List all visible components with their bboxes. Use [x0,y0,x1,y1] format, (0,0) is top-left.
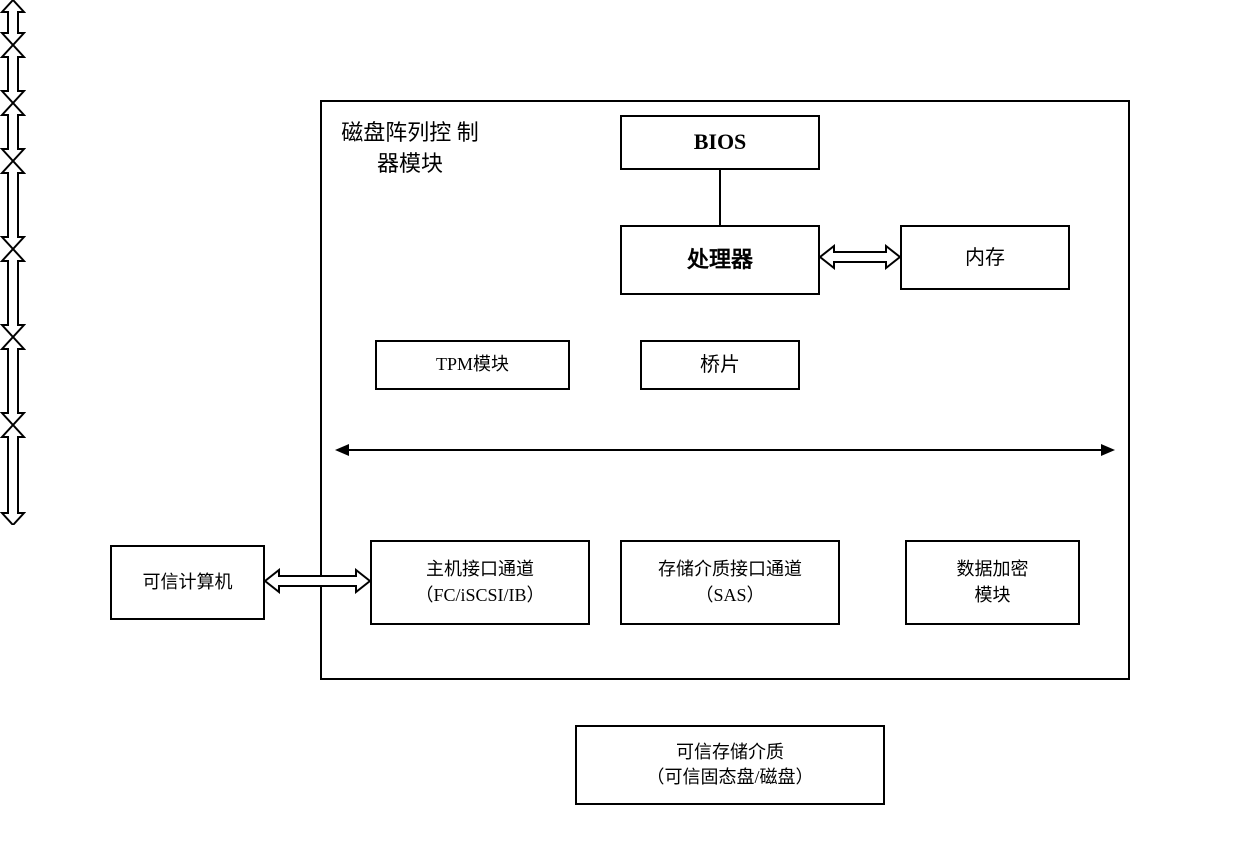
connector-trustedpc-host [265,568,370,594]
bus-arrow-left [335,444,349,456]
bridge-label: 桥片 [700,351,740,379]
connector-tpm-bus [0,45,1239,103]
node-processor: 处理器 [620,225,820,295]
node-bios: BIOS [620,115,820,170]
connector-bios-processor [719,170,721,225]
processor-label: 处理器 [687,245,753,276]
storage-if-label: 存储介质接口通道 （SAS） [658,557,802,607]
bus-arrow-right [1101,444,1115,456]
node-bridge: 桥片 [640,340,800,390]
connector-processor-bridge [0,0,1239,45]
node-encryption: 数据加密 模块 [905,540,1080,625]
bus-line [349,449,1101,451]
node-trusted-storage: 可信存储介质 （可信固态盘/磁盘） [575,725,885,805]
memory-label: 内存 [965,244,1005,272]
trusted-pc-label: 可信计算机 [143,570,233,595]
host-if-label: 主机接口通道 （FC/iSCSI/IB） [415,557,544,607]
encrypt-label: 数据加密 模块 [957,557,1029,607]
connector-processor-memory [820,244,900,270]
module-title: 磁盘阵列控 制器模块 [340,118,480,180]
tpm-label: TPM模块 [436,352,509,377]
node-storage-interface: 存储介质接口通道 （SAS） [620,540,840,625]
node-host-interface: 主机接口通道 （FC/iSCSI/IB） [370,540,590,625]
storage-label: 可信存储介质 （可信固态盘/磁盘） [646,740,813,790]
node-tpm: TPM模块 [375,340,570,390]
bios-label: BIOS [694,127,747,158]
node-memory: 内存 [900,225,1070,290]
node-trusted-computer: 可信计算机 [110,545,265,620]
